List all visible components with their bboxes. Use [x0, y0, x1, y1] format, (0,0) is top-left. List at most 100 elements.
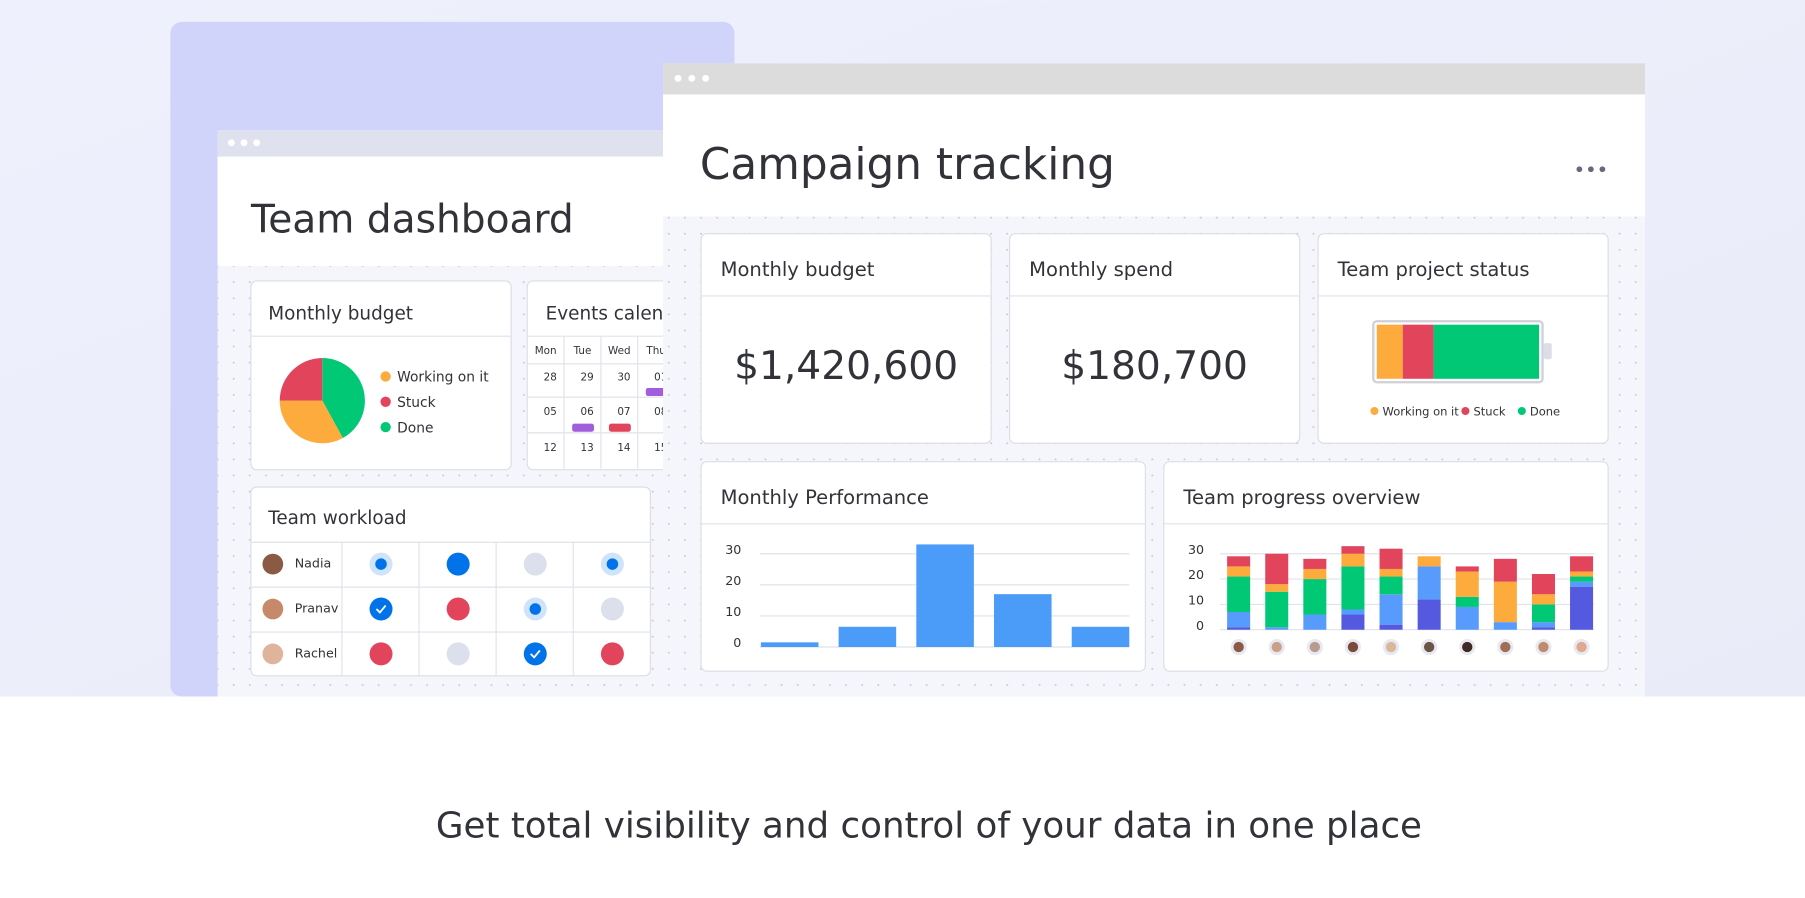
window-title: Campaign tracking	[700, 139, 1115, 190]
avatar-face	[1538, 641, 1549, 653]
legend-swatch	[1461, 406, 1470, 416]
bar	[916, 544, 974, 647]
event	[572, 423, 594, 432]
bar-segment	[1570, 571, 1594, 577]
card-title: Monthly budget	[268, 303, 413, 324]
title-bar	[217, 130, 679, 157]
bar-segment	[1303, 558, 1327, 569]
window-dot	[240, 139, 248, 147]
card	[1008, 233, 1301, 444]
event	[608, 423, 631, 432]
card	[700, 233, 992, 444]
avatar	[262, 598, 284, 620]
person-name: Nadia	[295, 556, 332, 571]
bar-segment	[1455, 566, 1479, 572]
bar-segment	[1379, 594, 1403, 625]
status-dot	[600, 597, 624, 621]
y-tick-label: 20	[725, 573, 741, 588]
date-label: 07	[617, 406, 630, 418]
legend-swatch	[1517, 406, 1526, 416]
bar-segment	[1341, 553, 1365, 567]
bar-segment	[1379, 548, 1403, 569]
window-header	[217, 156, 679, 266]
bar-segment	[1265, 553, 1289, 585]
status-dot	[446, 597, 470, 621]
window-dot	[227, 139, 235, 147]
avatar-face	[1576, 641, 1587, 653]
legend-label: Done	[1530, 405, 1560, 419]
card-title: Monthly budget	[721, 258, 875, 281]
status-dot	[600, 642, 624, 666]
kpi-value: $180,700	[1061, 344, 1248, 389]
bar-segment	[1570, 581, 1594, 587]
status-done	[523, 642, 547, 666]
legend-swatch	[380, 371, 391, 382]
status-done	[369, 597, 393, 621]
bar	[994, 594, 1052, 647]
bar-segment	[1227, 576, 1251, 613]
bar-segment	[1455, 571, 1479, 597]
battery-cap	[1543, 343, 1552, 360]
bar-segment	[1379, 576, 1403, 595]
card	[250, 486, 651, 677]
bar-segment	[1265, 591, 1289, 628]
legend-label: Stuck	[397, 395, 436, 411]
more-menu[interactable]	[1576, 166, 1606, 173]
bar-segment	[1303, 614, 1327, 630]
date-label: 13	[580, 442, 593, 454]
day-label: Tue	[573, 345, 592, 357]
tagline: Get total visibility and control of your…	[436, 806, 1422, 847]
y-tick-label: 30	[725, 542, 741, 557]
bar-segment	[1303, 579, 1327, 615]
bar-segment	[1493, 581, 1517, 623]
bar-segment	[1227, 566, 1251, 577]
card-title: Team progress overview	[1182, 486, 1420, 509]
bar-segment	[1265, 584, 1289, 592]
y-tick-label: 10	[725, 604, 741, 619]
pie-slice	[279, 358, 323, 401]
bar-segment	[1417, 599, 1441, 630]
status-segment	[1433, 324, 1540, 379]
bar-segment	[1265, 627, 1289, 630]
window-dot	[702, 74, 710, 82]
status-segment	[1402, 324, 1434, 379]
date-label: 12	[544, 442, 557, 454]
kpi-value: $1,420,600	[734, 344, 958, 389]
avatar-face	[1462, 641, 1473, 653]
bar-segment	[1531, 594, 1555, 605]
status-segment	[1376, 324, 1403, 379]
legend-label: Working on it	[1383, 405, 1460, 419]
pie-slice	[279, 400, 343, 444]
avatar-face	[1385, 641, 1397, 653]
y-tick-label: 0	[733, 635, 741, 650]
bar-segment	[1493, 622, 1517, 630]
date-label: 29	[580, 372, 593, 384]
campaign-tracking-window: Campaign tracking Monthly budget $1,420,6…	[663, 63, 1645, 697]
avatar	[262, 553, 284, 575]
bar-segment	[1570, 576, 1594, 582]
bar	[760, 642, 819, 647]
card-title: Team workload	[267, 508, 406, 529]
bar-segment	[1379, 568, 1403, 577]
bar-segment	[1417, 566, 1441, 600]
avatar	[262, 643, 284, 665]
day-label: Wed	[608, 345, 631, 357]
window-dot	[674, 74, 682, 82]
avatar-face	[1423, 641, 1435, 653]
y-tick-label: 20	[1188, 567, 1204, 582]
bar-segment	[1303, 568, 1327, 580]
status-dot	[529, 603, 542, 615]
status-dot	[523, 552, 547, 576]
person-name: Rachel	[295, 645, 338, 660]
avatar-face	[1271, 641, 1282, 653]
check-icon	[375, 604, 387, 614]
date-label: 14	[617, 442, 631, 454]
bar	[838, 626, 897, 647]
window-dot	[688, 74, 696, 82]
bar-segment	[1227, 612, 1251, 628]
pie-slice	[322, 358, 365, 438]
window-dot	[253, 139, 261, 147]
legend-label: Working on it	[397, 370, 489, 386]
status-dot	[446, 552, 470, 576]
